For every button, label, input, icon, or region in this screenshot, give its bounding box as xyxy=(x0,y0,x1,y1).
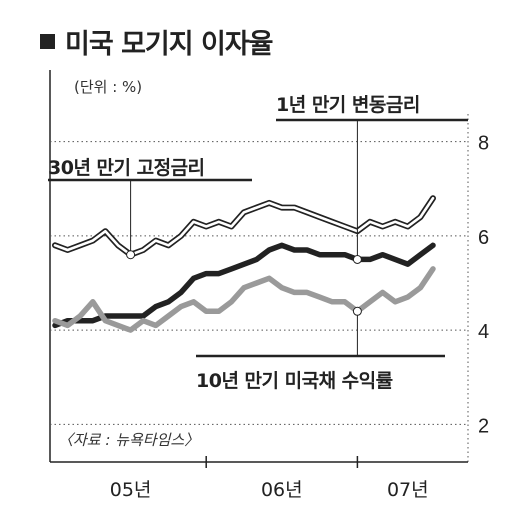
annotation-marker-1 xyxy=(352,254,362,264)
annotation-marker-0 xyxy=(126,250,136,260)
y-tick-label-6: 6 xyxy=(478,227,489,249)
source-label: 〈자료 : 뉴욕타임스〉 xyxy=(58,431,200,449)
x-tick-label-0: 05년 xyxy=(110,479,152,501)
series-line-0-inner xyxy=(53,196,435,256)
chart-title-text: 미국 모기지 이자율 xyxy=(65,29,274,60)
y-tick-label-2: 2 xyxy=(478,415,489,437)
series-line-0-outer xyxy=(52,195,436,258)
annotation-treasury-10y: 10년 만기 미국채 수익률 xyxy=(196,370,393,392)
annotation-marker-2 xyxy=(352,306,362,316)
unit-label: (단위 : %) xyxy=(74,78,143,96)
title-square-icon xyxy=(40,34,55,49)
chart-title: 미국 모기지 이자율 xyxy=(40,22,274,61)
annotation-fixed-30y: 30년 만기 고정금리 xyxy=(48,157,205,179)
series-line-1 xyxy=(52,242,436,329)
y-tick-label-8: 8 xyxy=(478,133,489,155)
y-tick-label-4: 4 xyxy=(478,321,489,343)
x-tick-label-1: 06년 xyxy=(261,479,303,501)
series-line-2 xyxy=(52,266,436,333)
annotation-variable-1y: 1년 만기 변동금리 xyxy=(276,94,420,116)
x-tick-label-2: 07년 xyxy=(387,479,429,501)
